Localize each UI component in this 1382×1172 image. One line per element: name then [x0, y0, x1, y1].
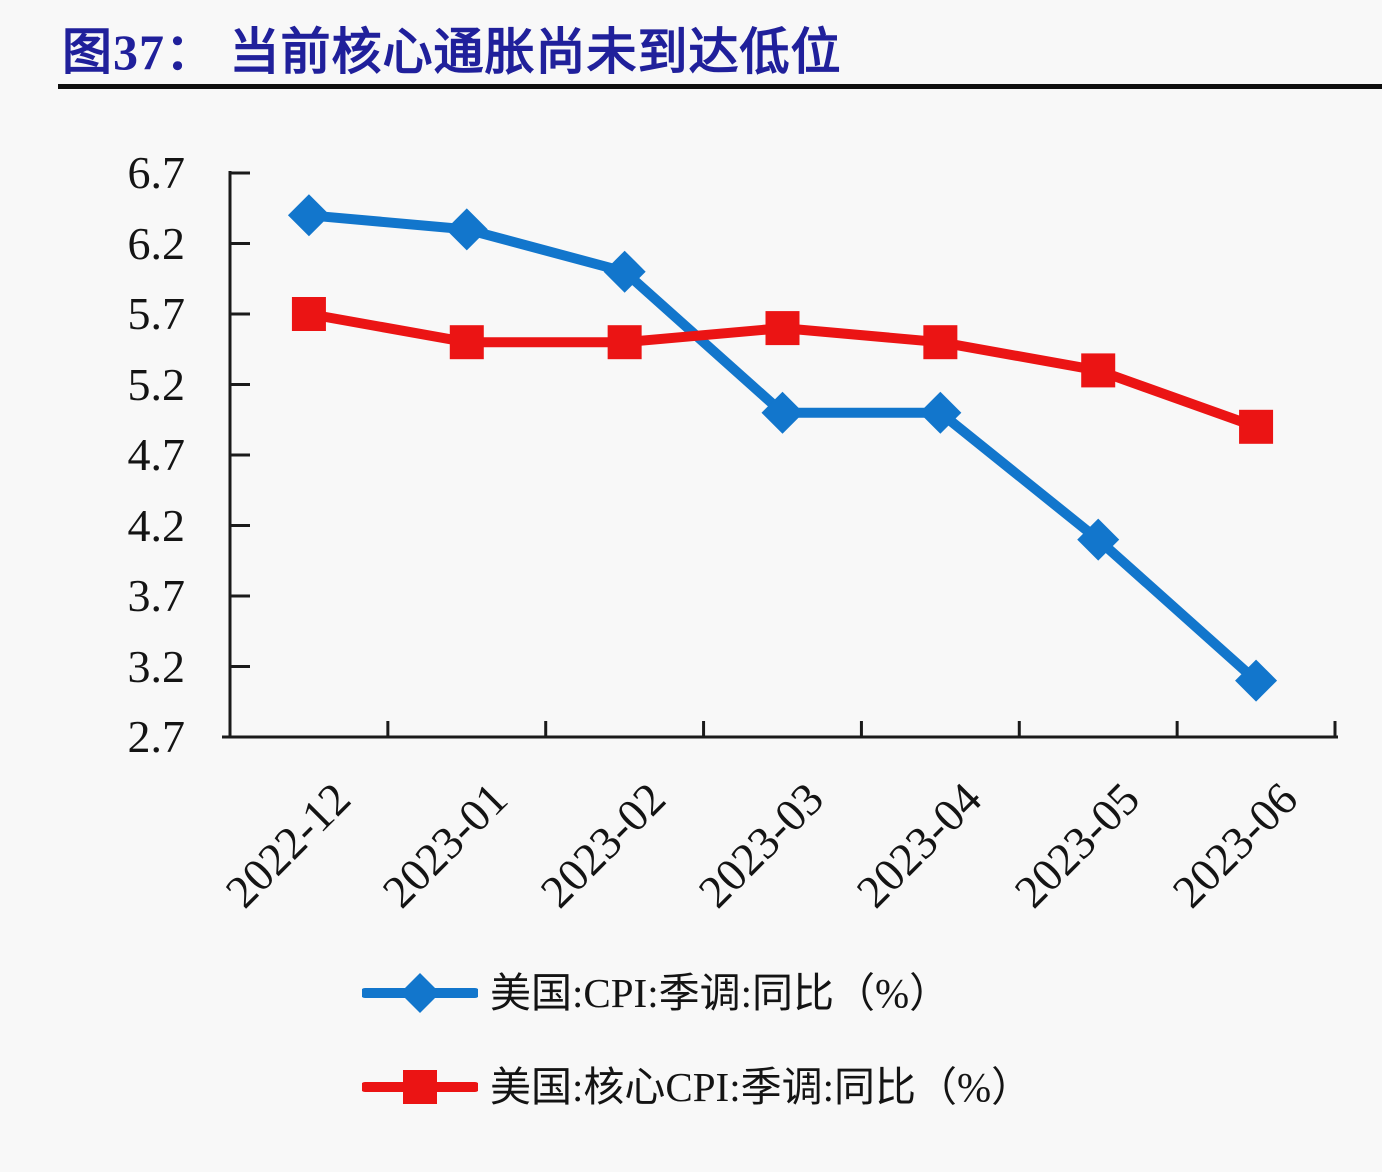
data-point-marker [291, 297, 326, 331]
data-point-marker [445, 208, 488, 251]
data-point-marker [1077, 518, 1120, 561]
data-point-marker [923, 325, 958, 360]
legend-line-diamond-icon [362, 973, 478, 1013]
data-point-marker [449, 325, 484, 360]
y-tick-label: 6.7 [127, 147, 186, 198]
data-point-marker [607, 325, 642, 360]
y-tick-label: 6.2 [127, 217, 186, 269]
data-point-marker [603, 250, 646, 293]
data-point-marker [287, 194, 330, 237]
figure-title: 图37： 当前核心通胀尚未到达低位 [62, 24, 842, 80]
legend-line-square-icon [362, 1070, 478, 1104]
data-point-marker [1235, 659, 1278, 702]
data-point-marker [1081, 353, 1116, 388]
legend-item: 美国:核心CPI:季调:同比（%） [362, 1056, 1032, 1118]
axis-lines [222, 171, 1338, 739]
y-tick-label: 5.2 [127, 358, 186, 410]
legend-label: 美国:核心CPI:季调:同比（%） [490, 1064, 1033, 1110]
y-tick-label: 4.2 [127, 499, 186, 551]
y-tick-label: 3.2 [127, 640, 186, 692]
legend-item: 美国:CPI:季调:同比（%） [362, 962, 950, 1024]
data-point-marker [765, 311, 800, 346]
title-rule [58, 84, 1382, 89]
series-line-0 [303, 210, 1262, 686]
data-point-marker [761, 391, 804, 434]
y-tick-label: 4.7 [127, 429, 186, 480]
legend-label: 美国:CPI:季调:同比（%） [490, 970, 951, 1016]
data-point-marker [1239, 409, 1274, 444]
y-tick-label: 5.7 [127, 288, 186, 339]
data-point-marker [919, 391, 962, 434]
y-tick-label: 3.7 [127, 570, 186, 621]
y-tick-label: 2.7 [127, 711, 186, 762]
